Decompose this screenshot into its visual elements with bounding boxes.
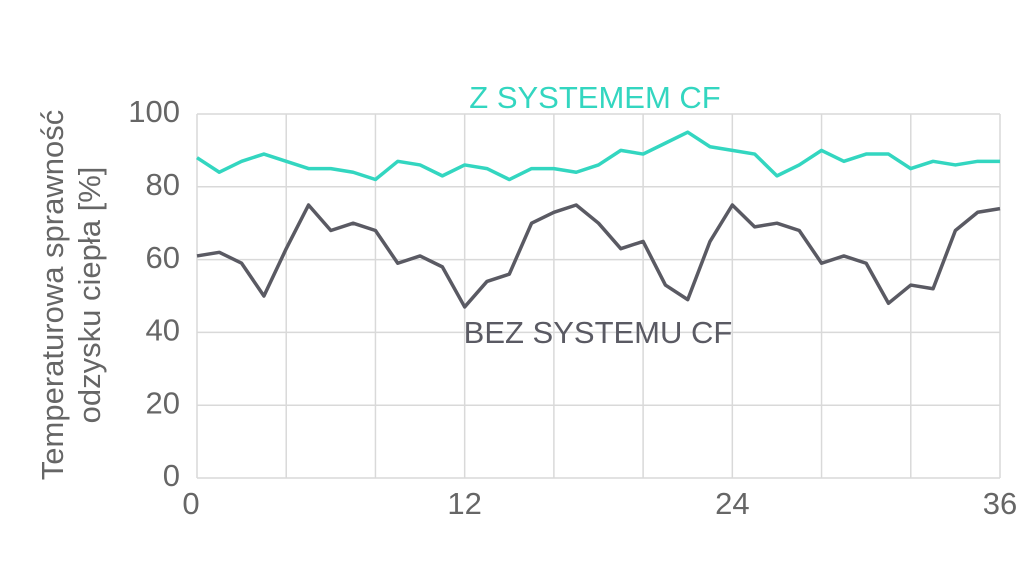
series-line xyxy=(196,203,1001,309)
y-tick-label: 60 xyxy=(146,240,180,275)
series-line xyxy=(196,130,1000,182)
x-tick-label: 0 xyxy=(182,486,199,521)
y-tick-label: 40 xyxy=(146,313,180,348)
y-tick-label: 0 xyxy=(163,458,180,493)
x-tick-label: 24 xyxy=(715,486,749,521)
y-axis-title: odzysku ciepła [%] xyxy=(72,167,107,424)
series-label: Z SYSTEMEM CF xyxy=(469,80,720,115)
y-axis-title: Temperaturowa sprawność xyxy=(35,110,70,480)
y-tick-label: 100 xyxy=(128,94,180,129)
series-label: BEZ SYSTEMU CF xyxy=(464,315,733,350)
x-tick-label: 36 xyxy=(983,486,1017,521)
x-tick-label: 12 xyxy=(447,486,481,521)
y-tick-label: 20 xyxy=(146,385,180,420)
y-tick-label: 80 xyxy=(146,167,180,202)
